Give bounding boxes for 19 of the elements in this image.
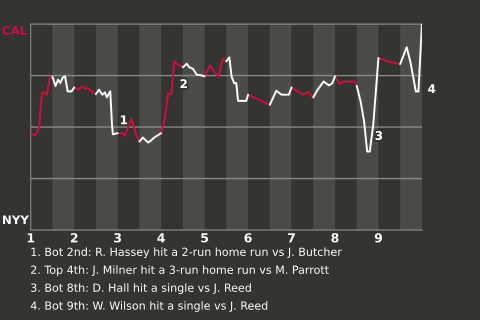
text: CAL [2, 26, 27, 35]
x-tick-label: 8 [331, 233, 339, 243]
x-tick-label: 3 [114, 233, 122, 243]
annotation: 1 [120, 116, 128, 124]
text: 1. Bot 2nd: R. Hassey hit a 2-run home run vs J. Butcher [31, 247, 342, 258]
x-tick-label: 1 [28, 233, 34, 242]
text: 2. Top 4th: J. Milner hit a 3-run home run vs M. Parrott [31, 265, 329, 276]
x-tick-label: 9 [374, 233, 382, 243]
x-tick-label: 4 [157, 233, 165, 242]
text: 3. Bot 8th: D. Hall hit a single vs J. Reed [31, 283, 251, 294]
annotation: 2 [180, 79, 187, 88]
annotation: 3 [376, 131, 382, 140]
x-tick-label: 2 [70, 233, 78, 242]
annotation: 4 [428, 84, 436, 93]
text: 4. Bot 9th: W. Wilson hit a single vs J. Reed [30, 301, 268, 312]
x-tick-label: 5 [201, 233, 208, 243]
text: NYY [3, 215, 30, 224]
x-tick-label: 6 [244, 233, 252, 243]
x-tick-label: 7 [288, 233, 295, 242]
